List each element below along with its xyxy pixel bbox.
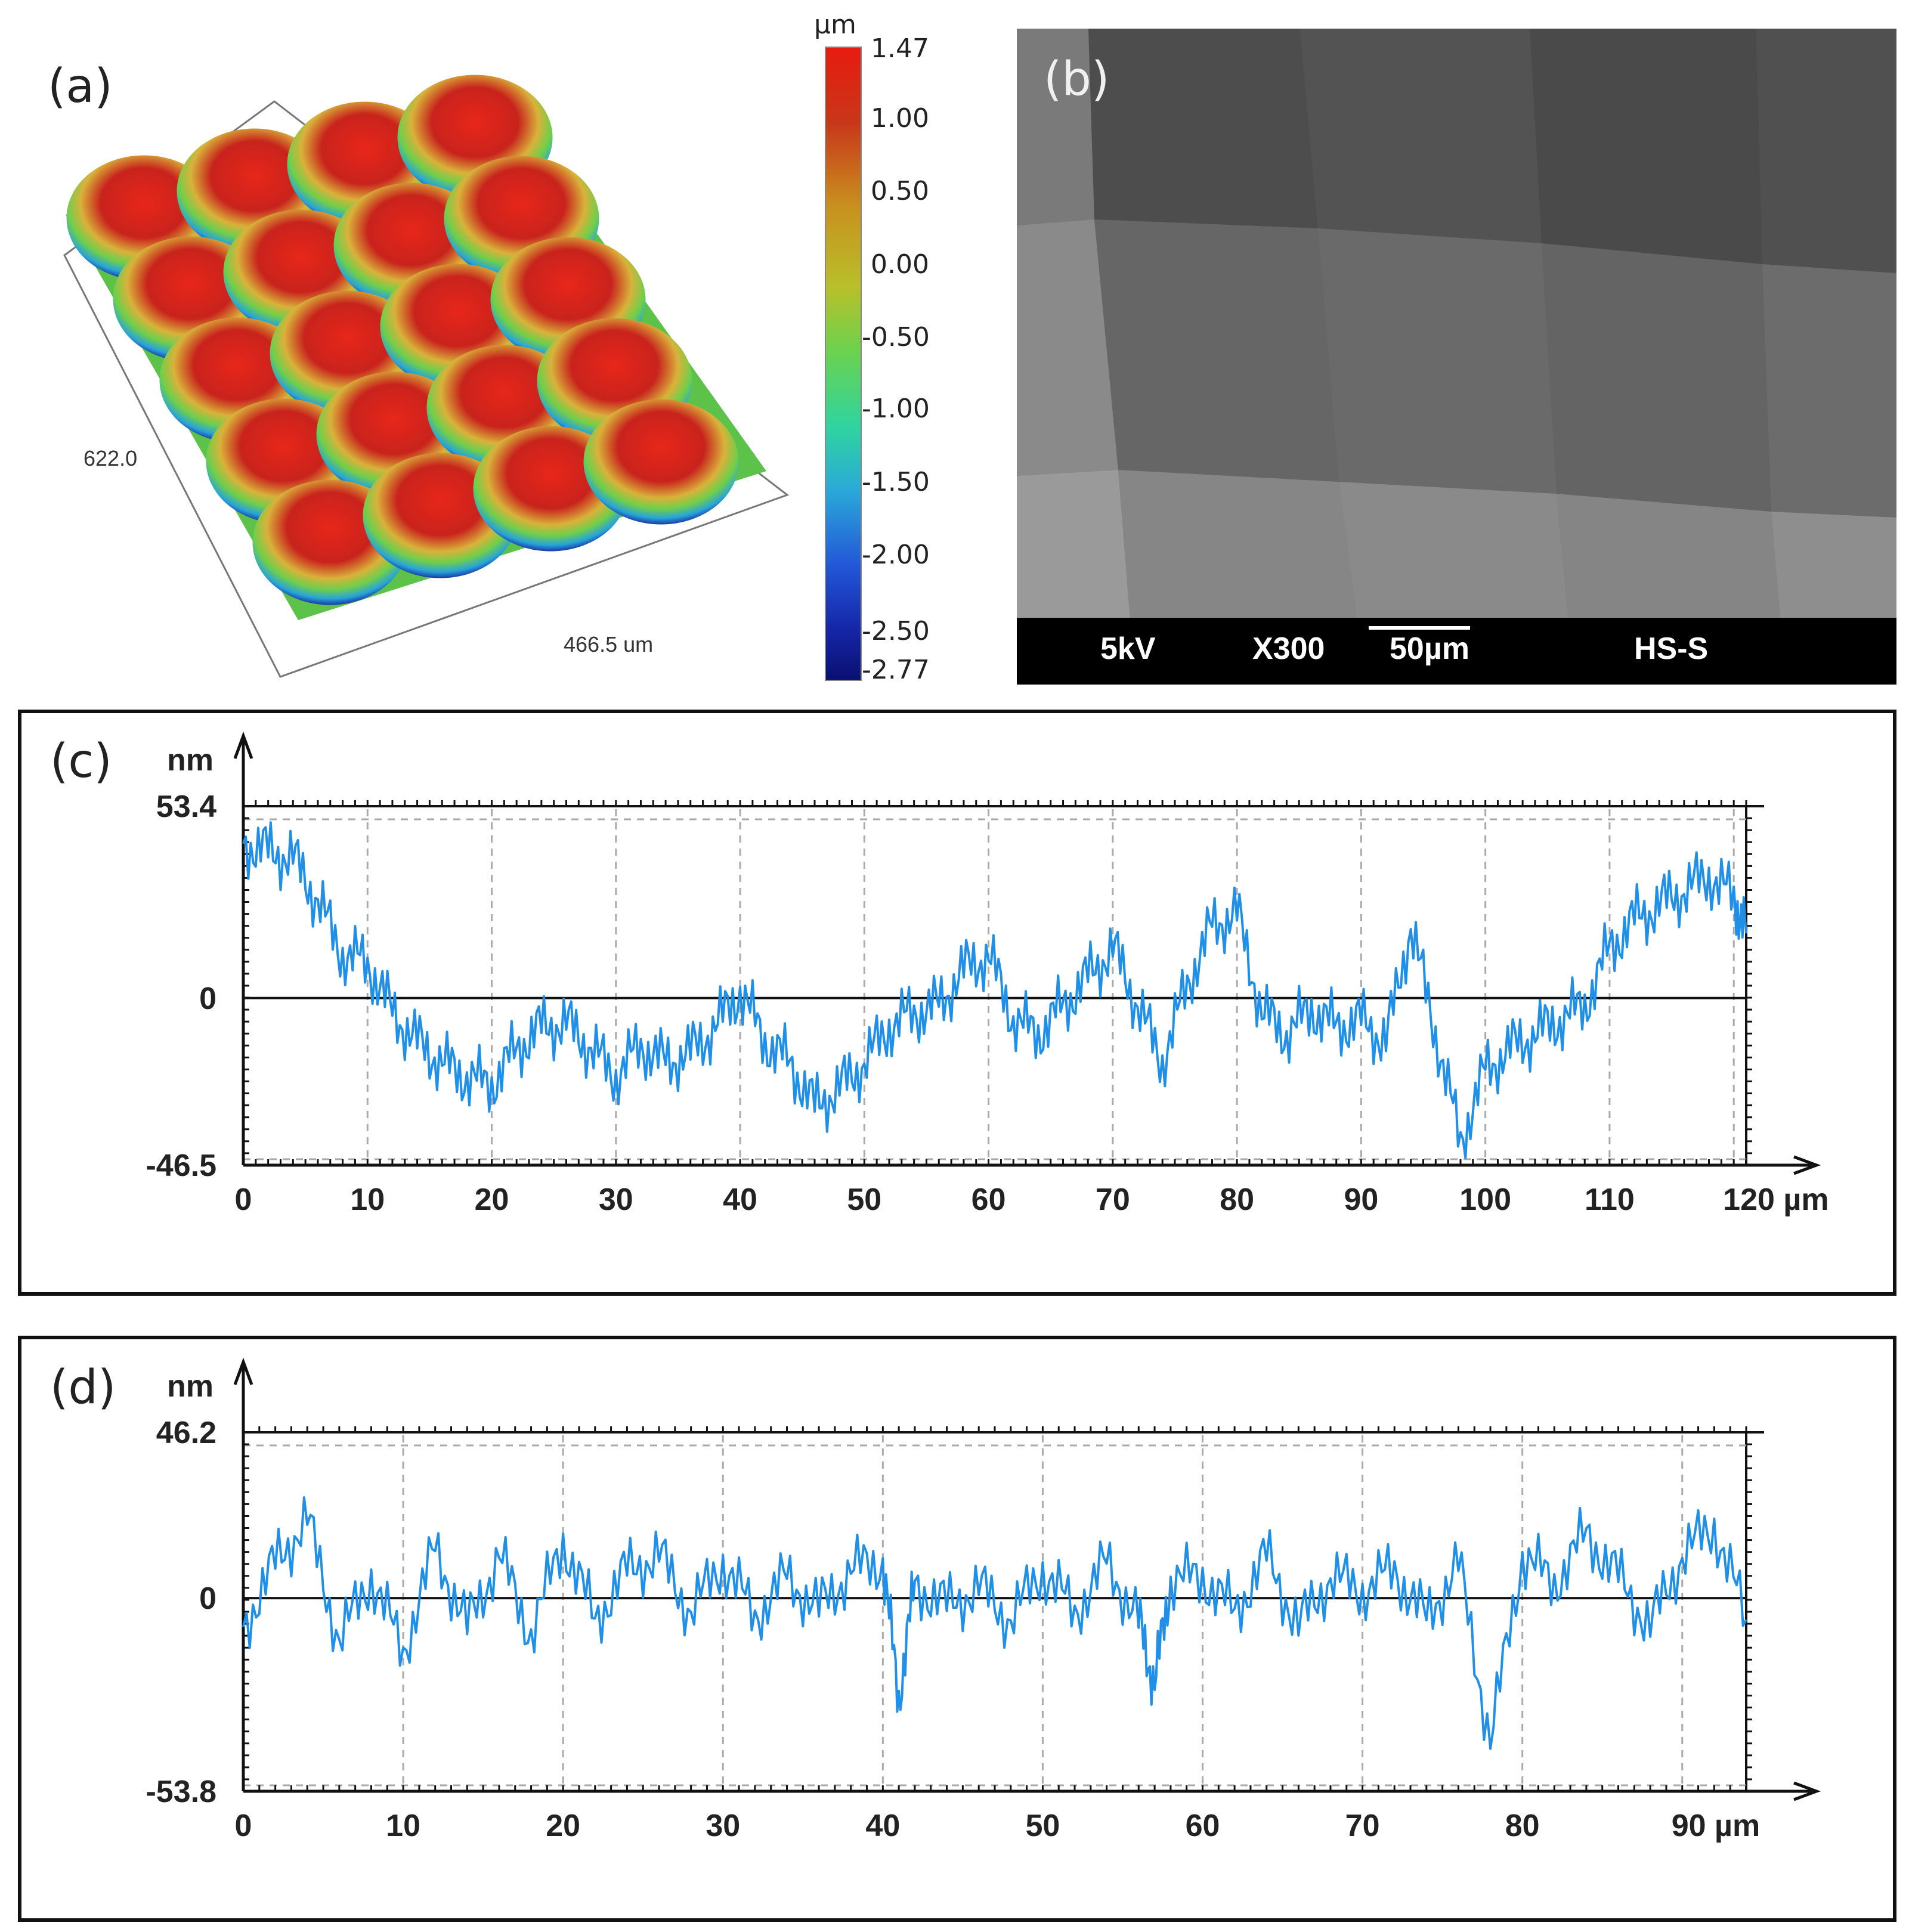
x-tick-label: 50 — [847, 1182, 881, 1217]
panel-c-frame: (c) nm 53.4 0 -46.5 0 10 20 30 40 50 60 70 80 90 100 11… — [18, 710, 1896, 1296]
colorbar-tick-label: -2.50 — [862, 616, 930, 646]
x-tick-label: 20 — [546, 1809, 580, 1843]
y-tick-label: -46.5 — [146, 1148, 216, 1183]
x-tick-label: 70 — [1345, 1809, 1380, 1843]
colorbar-unit: µm — [814, 10, 856, 40]
colorbar-tick-label: 0.50 — [871, 176, 929, 206]
microlens-domes — [66, 75, 739, 605]
panel-label-d: (d) — [50, 1361, 116, 1414]
y-tick-label: 0 — [199, 1581, 216, 1616]
x-tick-label: 100 — [1459, 1182, 1511, 1217]
y-tick-label: 53.4 — [156, 789, 216, 824]
sem-scale-label: 50µm — [1390, 631, 1470, 666]
x-tick-label: 40 — [723, 1182, 757, 1217]
colorbar-tick-label: -2.77 — [862, 655, 930, 685]
x-tick-label: 90 µm — [1672, 1809, 1760, 1843]
panel-a-surface-map — [18, 18, 793, 686]
panel-d-frame: (d) nm 46.2 0 -53.8 0 10 20 30 40 50 60 70 80 90 µm — [18, 1336, 1896, 1922]
x-tick-label: 70 — [1096, 1182, 1130, 1217]
sem-grid — [1017, 29, 1896, 619]
colorbar-tick-label: 0.00 — [871, 249, 929, 280]
profile-chart-d: nm 46.2 0 -53.8 0 10 20 30 40 50 60 70 80 90 µm — [146, 1357, 1821, 1843]
x-tick-label: 110 — [1585, 1182, 1635, 1217]
profile-chart-c: nm 53.4 0 -46.5 0 10 20 30 40 50 60 70 80 90 100 110 120… — [146, 731, 1829, 1217]
x-tick-label: 50 — [1026, 1809, 1060, 1843]
x-tick-label: 60 — [971, 1182, 1006, 1217]
surface-3d-render — [63, 75, 790, 678]
x-tick-label: 10 — [350, 1182, 385, 1217]
panel-label-c: (c) — [50, 735, 112, 788]
axis-left-label: 622.0 — [83, 446, 138, 470]
colorbar-tick-label: 1.47 — [871, 33, 929, 64]
microlens-dome — [583, 399, 739, 525]
colorbar-tick-label: -1.50 — [862, 467, 930, 497]
profile-line — [242, 821, 1747, 1159]
y-axis-unit: nm — [167, 1369, 214, 1404]
y-tick-label: 46.2 — [156, 1416, 216, 1450]
colorbar: µm 1.47 1.00 0.50 0.00 -0.50 -1.00 -1.50 -2.00 -… — [802, 10, 1005, 698]
axis-bottom-label: 466.5 um — [564, 632, 654, 657]
y-tick-label: 0 — [199, 982, 216, 1016]
x-tick-label: 80 — [1220, 1182, 1254, 1217]
x-tick-label: 90 — [1344, 1182, 1378, 1217]
x-tick-label: 40 — [865, 1809, 900, 1843]
colorbar-tick-label: -2.00 — [862, 540, 930, 570]
x-tick-label: 20 — [475, 1182, 509, 1217]
x-tick-label: 60 — [1186, 1809, 1220, 1843]
x-tick-label: 0 — [235, 1182, 252, 1217]
sem-magnification: X300 — [1252, 631, 1325, 666]
x-tick-label: 30 — [706, 1809, 740, 1843]
colorbar-tick-label: 1.00 — [871, 103, 929, 134]
colorbar-tick-label: -1.00 — [862, 394, 930, 424]
y-axis-arrow — [233, 731, 253, 759]
y-axis-arrow — [233, 1357, 253, 1385]
panel-label-b: (b) — [1044, 52, 1110, 106]
panel-b-sem-image: (b) 5kV X300 50µm HS-S — [1017, 29, 1896, 685]
profile-line — [242, 1496, 1747, 1750]
sem-voltage: 5kV — [1100, 631, 1156, 666]
sem-info-bar: 5kV X300 50µm HS-S — [1017, 618, 1896, 685]
y-tick-label: -53.8 — [146, 1775, 216, 1809]
x-tick-label: 80 — [1505, 1809, 1540, 1843]
x-axis-arrow — [1793, 1781, 1821, 1801]
sem-scale-bar — [1369, 626, 1470, 630]
colorbar-tick-label: -0.50 — [862, 322, 930, 352]
sem-sample: HS-S — [1634, 631, 1709, 666]
x-tick-label: 120 µm — [1723, 1182, 1828, 1217]
x-axis-arrow — [1793, 1155, 1821, 1175]
x-tick-label: 0 — [235, 1809, 252, 1843]
colorbar-gradient — [825, 47, 862, 681]
x-tick-label: 30 — [599, 1182, 633, 1217]
x-tick-label: 10 — [386, 1809, 420, 1843]
panel-label-a: (a) — [48, 60, 113, 113]
y-axis-unit: nm — [167, 743, 214, 778]
